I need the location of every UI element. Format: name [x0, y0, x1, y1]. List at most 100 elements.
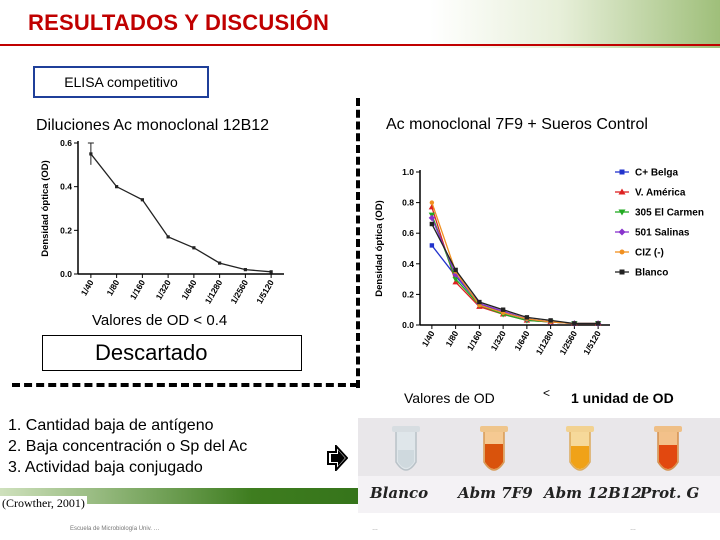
reasons-list: 1. Cantidad baja de antígeno 2. Baja con… [8, 415, 247, 478]
tube-label: Blanco [370, 484, 429, 502]
x-tick-label: 1/160 [128, 278, 147, 302]
data-point [548, 318, 553, 323]
section-label: ELISA competitivo [64, 74, 178, 90]
data-point [500, 307, 506, 312]
data-point [269, 270, 273, 274]
tubes-photo: Blanco Abm 7F9 Abm 12B12 Prot. G [358, 418, 720, 513]
discard-box: Descartado [42, 335, 302, 371]
right-od-note-text: Valores de OD [404, 390, 495, 406]
footer-right: … [630, 526, 636, 532]
title-band [0, 0, 720, 48]
y-tick-label: 0.4 [402, 259, 414, 269]
x-tick-label: 1/1280 [534, 329, 556, 357]
data-point [595, 321, 601, 326]
legend-label: CIZ (-) [635, 248, 664, 259]
x-tick-label: 1/320 [154, 278, 173, 302]
data-point [429, 200, 435, 205]
y-tick-label: 0.0 [402, 320, 414, 330]
x-tick-label: 1/5120 [254, 278, 276, 306]
left-od-chart: 0.0 0.2 0.4 0.6 1/40 1/80 1/160 1/320 1/640 1/128… [40, 138, 284, 306]
right-chart-title: Ac monoclonal 7F9 + Sueros Control [386, 116, 648, 133]
series-line [431, 223, 599, 325]
data-point [524, 315, 530, 320]
x-tick-label: 1/160 [465, 329, 484, 353]
y-tick-label: 1.0 [402, 167, 414, 177]
legend-item: 501 Salinas [615, 228, 690, 239]
discard-label: Descartado [95, 340, 208, 365]
right-od-chart: 0.0 0.2 0.4 0.6 0.8 1.0 1/40 1/80 1/160 1/320 1/64… [374, 167, 704, 357]
tube-abm-7f9 [480, 426, 508, 471]
series-line [431, 206, 599, 325]
data-point [192, 246, 196, 250]
legend-item: Blanco [615, 268, 668, 279]
tube-blanco [392, 426, 420, 471]
title-rule [0, 44, 720, 46]
right-od-threshold: 1 unidad de OD [571, 390, 674, 406]
less-than-symbol: < [543, 386, 551, 400]
footer-left: Escuela de Microbiología Univ. … [70, 526, 160, 532]
x-tick-label: 1/40 [79, 278, 96, 298]
legend-item: CIZ (-) [615, 248, 664, 259]
series-ciz- [429, 200, 601, 326]
x-tick-label: 1/80 [104, 278, 121, 298]
footer-center: … [372, 526, 378, 532]
data-point [477, 299, 482, 305]
dashed-divider-vertical [356, 98, 360, 388]
y-axis-label: Densidad óptica (OD) [374, 200, 385, 297]
x-tick-label: 1/40 [420, 329, 437, 349]
data-point [429, 221, 435, 227]
legend-item: 305 El Carmen [615, 208, 704, 219]
x-tick-label: 1/2560 [557, 329, 579, 357]
legend-label: 501 Salinas [635, 228, 690, 239]
left-od-note: Valores de OD < 0.4 [92, 312, 228, 329]
x-tick-label: 1/5120 [581, 329, 603, 357]
data-point [619, 269, 625, 275]
section-label-box: ELISA competitivo [33, 66, 209, 98]
citation: (Crowther, 2001) [0, 496, 87, 511]
legend-item: C+ Belga [615, 168, 679, 179]
y-tick-label: 0.8 [402, 198, 414, 208]
y-tick-label: 0.2 [60, 225, 72, 235]
series [87, 142, 273, 274]
series-line [90, 153, 272, 273]
x-tick-label: 1/2560 [228, 278, 250, 306]
data-point [166, 235, 170, 239]
series-line [431, 245, 599, 325]
reason-item: 1. Cantidad baja de antígeno [8, 417, 214, 434]
y-tick-label: 0.6 [60, 138, 72, 148]
data-point [619, 249, 625, 255]
x-tick-label: 1/80 [443, 329, 460, 349]
reason-item: 2. Baja concentración o Sp del Ac [8, 438, 248, 455]
tube-label: Abm 12B12 [544, 484, 642, 502]
slide-title: RESULTADOS Y DISCUSIÓN [28, 10, 330, 35]
legend-item: V. América [615, 188, 686, 199]
data-point [452, 271, 459, 278]
data-point [218, 261, 222, 265]
data-point [619, 169, 625, 175]
legend-label: V. América [635, 188, 686, 199]
legend-label: 305 El Carmen [635, 208, 704, 219]
data-point [618, 188, 626, 195]
tubes-illustration [358, 418, 720, 513]
dashed-divider-horizontal [12, 383, 358, 387]
x-tick-label: 1/640 [179, 278, 198, 302]
data-point [572, 321, 577, 326]
x-tick-label: 1/640 [512, 329, 531, 353]
data-point [453, 267, 458, 273]
series-blanco [429, 221, 601, 326]
data-point [429, 243, 435, 248]
data-point [618, 228, 626, 236]
y-tick-label: 0.4 [60, 182, 72, 192]
y-tick-label: 0.6 [402, 228, 414, 238]
data-point [618, 209, 626, 216]
series-v-am-rica [428, 203, 602, 326]
data-point [140, 198, 144, 202]
arrow-right-icon [327, 445, 348, 471]
series-line [431, 202, 599, 325]
data-point [452, 276, 459, 283]
tube-abm-12b12 [566, 426, 594, 471]
data-point [89, 152, 93, 156]
data-point [243, 268, 247, 272]
data-point [115, 185, 119, 189]
left-chart-title: Diluciones Ac monoclonal 12B12 [36, 117, 270, 134]
